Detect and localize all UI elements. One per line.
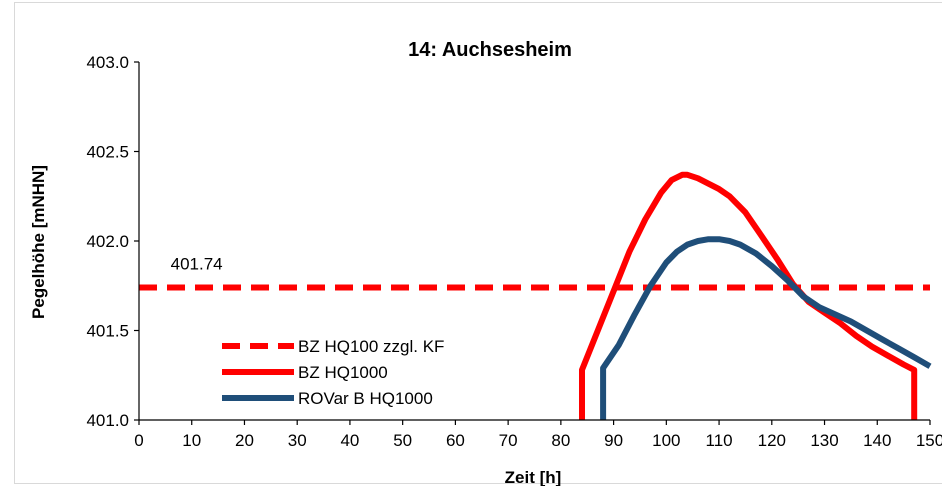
y-tick-label: 402.0 xyxy=(86,232,129,251)
y-tick-label: 403.0 xyxy=(86,53,129,72)
x-tick-label: 50 xyxy=(393,431,412,450)
series-line-1 xyxy=(579,171,918,420)
x-tick-label: 140 xyxy=(863,431,891,450)
chart-frame xyxy=(14,2,942,484)
series-line-2 xyxy=(600,236,932,420)
y-tick-label: 401.0 xyxy=(86,411,129,430)
y-axis-title: Pegelhöhe [mNHN] xyxy=(29,165,48,319)
y-tick-label: 402.5 xyxy=(86,143,129,162)
x-tick-label: 40 xyxy=(340,431,359,450)
x-tick-label: 130 xyxy=(810,431,838,450)
legend: BZ HQ100 zzgl. KF BZ HQ1000 ROVar B HQ1000 xyxy=(212,330,512,412)
legend-label-1: BZ HQ1000 xyxy=(298,363,388,382)
legend-label-0: BZ HQ100 zzgl. KF xyxy=(298,337,444,356)
chart-title: 14: Auchsesheim xyxy=(408,39,572,61)
x-tick-label: 60 xyxy=(446,431,465,450)
x-tick-label: 80 xyxy=(551,431,570,450)
x-tick-label: 0 xyxy=(134,431,143,450)
x-tick-label: 100 xyxy=(652,431,680,450)
x-tick-label: 30 xyxy=(288,431,307,450)
x-tick-label: 120 xyxy=(758,431,786,450)
x-tick-label: 20 xyxy=(235,431,254,450)
y-tick-label: 401.5 xyxy=(86,322,129,341)
x-tick-label: 110 xyxy=(706,431,733,450)
x-tick-label: 10 xyxy=(182,431,201,450)
x-tick-label: 90 xyxy=(604,431,623,450)
x-tick-label: 150 xyxy=(916,431,942,450)
annotation-label: 401.74 xyxy=(171,255,223,274)
x-tick-label: 70 xyxy=(499,431,518,450)
axes-layer xyxy=(134,61,931,425)
series-layer xyxy=(139,171,932,420)
tick-labels: 401.0 401.5 402.0 402.5 403.0 0 10 20 30 40 50 60 70… xyxy=(86,53,942,450)
legend-label-2: ROVar B HQ1000 xyxy=(298,389,433,408)
x-axis-title: Zeit [h] xyxy=(505,468,562,486)
